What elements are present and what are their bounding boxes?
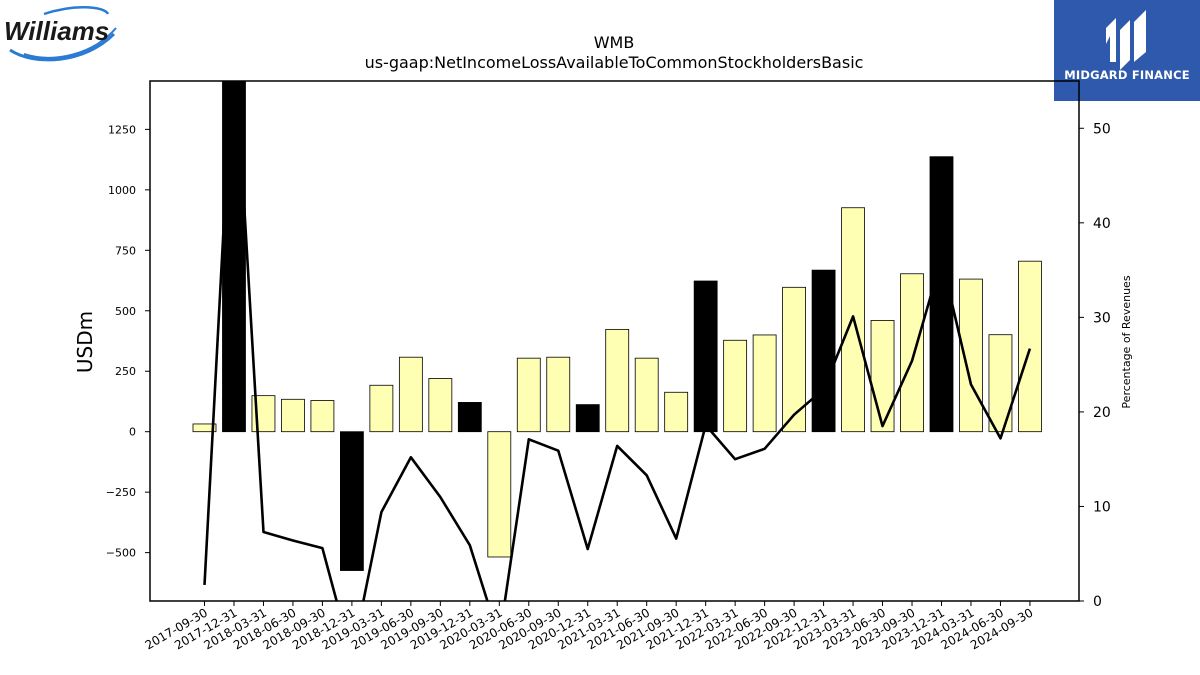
- y-tick-label: 500: [115, 305, 136, 318]
- y2-tick-label: 10: [1093, 499, 1111, 515]
- brand-name: Williams: [4, 16, 109, 46]
- y-tick-label: 250: [115, 365, 136, 378]
- bar-2019-09-30: [428, 378, 453, 433]
- y2-tick-label: 30: [1093, 310, 1111, 326]
- plot-frame: [149, 80, 1080, 602]
- y2-axis-label: Percentage of Revenues: [1120, 275, 1133, 408]
- bar-2021-09-30: [664, 391, 689, 433]
- bar-2018-06-30: [281, 398, 305, 433]
- bar-2021-12-31: [693, 280, 718, 433]
- line-layer: [203, 81, 1032, 601]
- bars-layer: [192, 81, 1042, 571]
- y-axis-label: USDm: [73, 311, 97, 373]
- y-tick-label: 750: [115, 244, 136, 257]
- bar-2020-06-30: [516, 357, 541, 433]
- bar-2024-06-30: [988, 334, 1013, 433]
- bar-2019-06-30: [398, 356, 423, 433]
- williams-logo: Williams: [4, 6, 117, 62]
- bar-2020-03-31: [487, 431, 512, 558]
- bar-2021-06-30: [634, 357, 659, 433]
- y-tick-label: −500: [106, 547, 136, 560]
- midgard-finance-badge: MIDGARD FINANCE: [1054, 0, 1200, 101]
- percentage-line: [203, 81, 1032, 601]
- bar-2022-12-31: [811, 269, 836, 433]
- bar-2018-12-31: [339, 431, 364, 571]
- y-tick-label: 1250: [108, 123, 136, 136]
- y2-tick-label: 20: [1093, 405, 1111, 421]
- bar-2017-12-31: [222, 81, 246, 433]
- chart-subtitle: us-gaap:NetIncomeLossAvailableToCommonSt…: [365, 53, 864, 72]
- y-tick-label: 1000: [108, 184, 136, 197]
- chart-title: WMB: [594, 33, 635, 52]
- partner-name: MIDGARD FINANCE: [1064, 68, 1190, 82]
- y2-tick-label: 0: [1093, 594, 1102, 610]
- bar-2018-09-30: [310, 400, 335, 433]
- bar-2017-09-30: [192, 423, 217, 433]
- bar-2019-03-31: [369, 384, 394, 433]
- bar-2022-06-30: [752, 334, 777, 433]
- bar-2022-03-31: [723, 339, 748, 433]
- bar-2020-09-30: [546, 356, 571, 433]
- bar-2022-09-30: [782, 286, 806, 433]
- bar-2019-12-31: [457, 402, 482, 433]
- bar-2023-06-30: [870, 320, 895, 433]
- y2-tick-label: 40: [1093, 216, 1111, 232]
- y-tick-label: 0: [129, 426, 136, 439]
- bar-2023-09-30: [900, 273, 924, 433]
- midgard-logo-icon: [1106, 10, 1146, 70]
- y-tick-label: −250: [106, 486, 136, 499]
- bar-2024-09-30: [1018, 260, 1042, 433]
- y2-tick-label: 50: [1093, 121, 1111, 137]
- bar-2021-03-31: [605, 328, 630, 433]
- bar-2020-12-31: [575, 404, 600, 433]
